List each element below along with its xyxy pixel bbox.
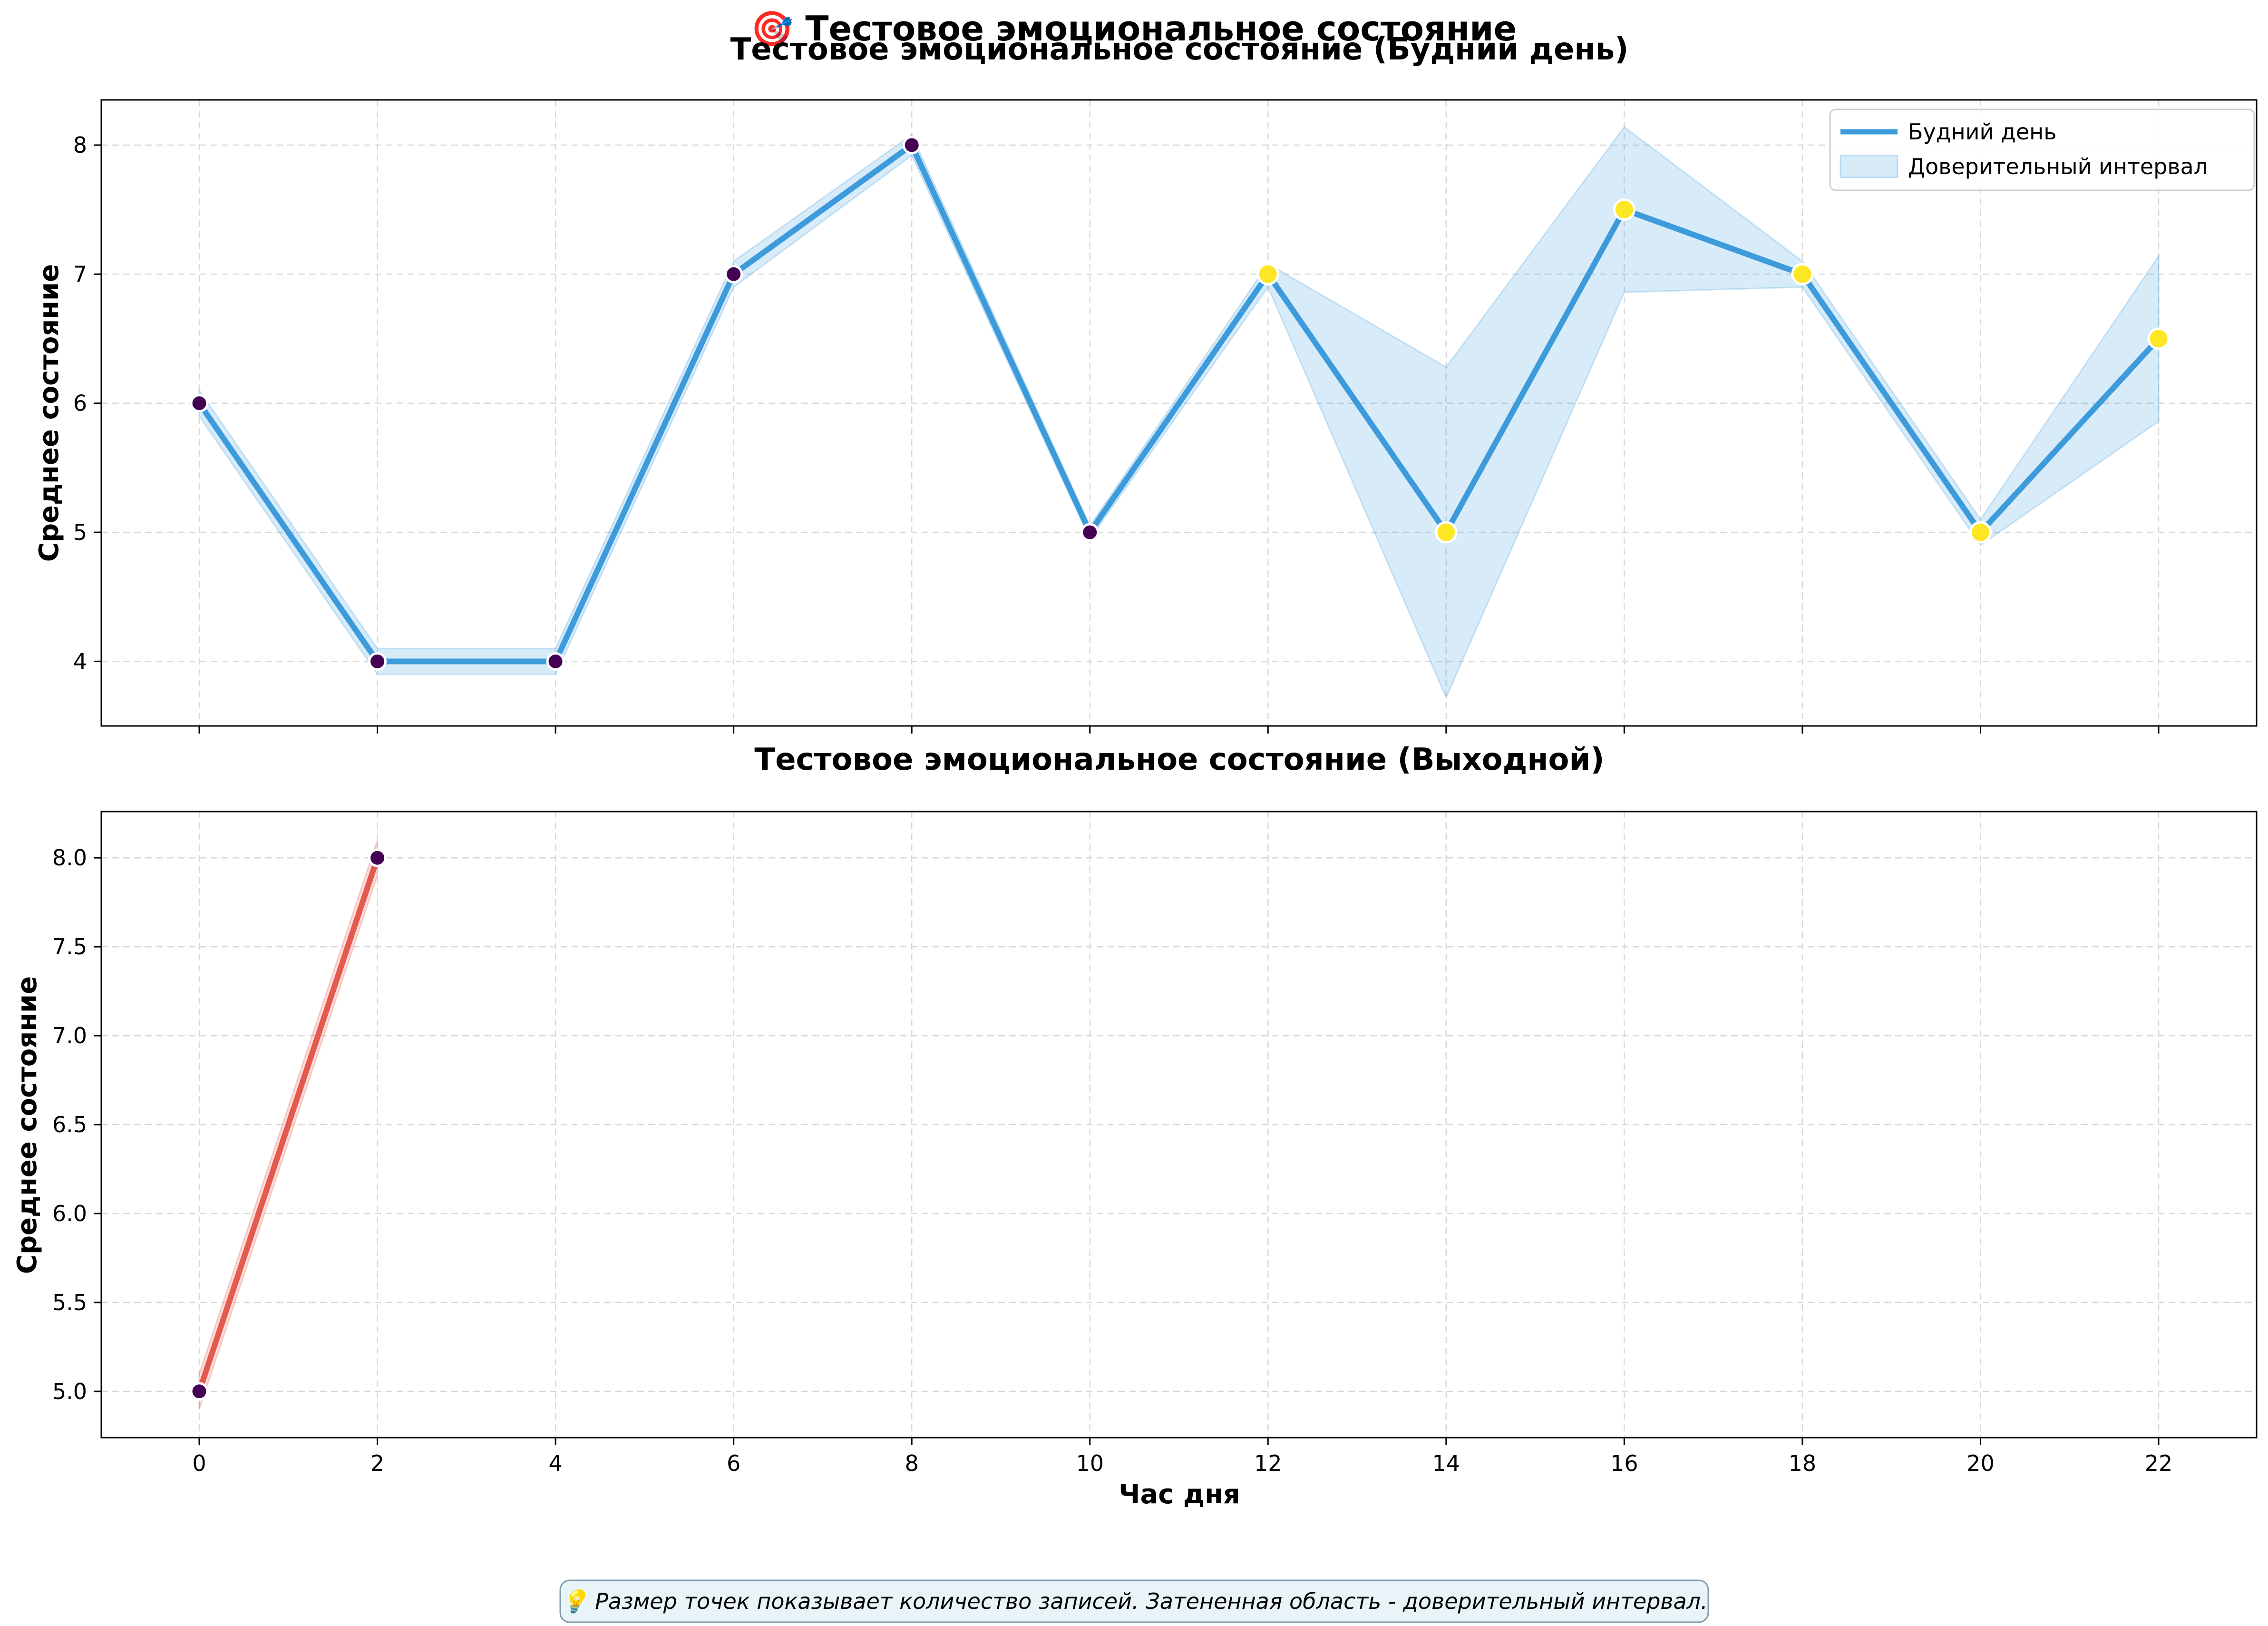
data-point bbox=[2147, 327, 2170, 350]
x-tick-label: 2 bbox=[370, 1450, 384, 1476]
weekday-chart: Тестовое эмоциональное состояние (Будний… bbox=[34, 32, 2258, 734]
data-point bbox=[724, 264, 743, 284]
x-tick-label: 14 bbox=[1432, 1450, 1460, 1476]
footnote-frame bbox=[559, 1579, 1709, 1623]
weekend-chart-title: Тестовое эмоциональное состояние (Выходн… bbox=[754, 742, 1604, 777]
x-tick-label: 4 bbox=[548, 1450, 562, 1476]
y-tick-label: 5 bbox=[73, 519, 87, 545]
x-tick-label: 18 bbox=[1789, 1450, 1817, 1476]
legend-ci-swatch bbox=[1840, 155, 1898, 178]
y-tick-label: 5.0 bbox=[52, 1379, 87, 1404]
data-point bbox=[368, 652, 387, 671]
y-tick-label: 7.5 bbox=[52, 934, 87, 960]
data-point bbox=[368, 848, 387, 867]
y-tick-label: 7 bbox=[73, 261, 87, 287]
figure-suptitle: 🎯 Тестовое эмоциональное состояние bbox=[751, 9, 1517, 49]
data-point bbox=[1969, 521, 1992, 544]
weekend-chart: Тестовое эмоциональное состояние (Выходн… bbox=[12, 742, 2258, 1510]
weekday-legend: Будний день Доверительный интервал bbox=[1829, 108, 2255, 191]
y-tick-label: 8 bbox=[73, 132, 87, 158]
x-tick-label: 16 bbox=[1610, 1450, 1638, 1476]
weekend-grid bbox=[101, 812, 2257, 1438]
footnote-box: 💡 Размер точек показывает количество зап… bbox=[559, 1579, 1709, 1623]
confidence-band bbox=[198, 126, 2160, 700]
weekend-x-axis-label: Час дня bbox=[1119, 1479, 1240, 1510]
x-tick-label: 0 bbox=[192, 1450, 206, 1476]
data-point bbox=[190, 1382, 209, 1401]
x-tick-label: 6 bbox=[727, 1450, 740, 1476]
data-point bbox=[546, 652, 565, 671]
weekday-y-axis-label: Среднее состояние bbox=[34, 264, 65, 562]
legend-entry-weekday: Будний день bbox=[1908, 119, 2056, 145]
data-point bbox=[1791, 263, 1814, 285]
series-line bbox=[196, 142, 2161, 665]
data-point bbox=[1080, 523, 1100, 542]
legend-frame bbox=[1829, 108, 2255, 191]
y-tick-label: 6.5 bbox=[52, 1112, 87, 1137]
data-point bbox=[1613, 198, 1635, 221]
y-tick-label: 7.0 bbox=[52, 1023, 87, 1048]
data-point bbox=[1256, 263, 1279, 285]
y-tick-label: 4 bbox=[73, 648, 87, 674]
x-tick-label: 10 bbox=[1076, 1450, 1104, 1476]
y-tick-label: 6.0 bbox=[52, 1201, 87, 1226]
data-point bbox=[1435, 521, 1458, 544]
x-tick-label: 20 bbox=[1966, 1450, 1995, 1476]
y-tick-label: 8.0 bbox=[52, 845, 87, 871]
y-tick-label: 5.5 bbox=[52, 1290, 87, 1315]
x-tick-label: 22 bbox=[2145, 1450, 2173, 1476]
legend-entry-ci: Доверительный интервал bbox=[1908, 154, 2208, 179]
weekend-y-axis-label: Среднее состояние bbox=[12, 976, 43, 1274]
x-tick-label: 12 bbox=[1254, 1450, 1282, 1476]
weekday-chart-title: Тестовое эмоциональное состояние (Будний… bbox=[730, 32, 1629, 67]
data-point bbox=[190, 394, 209, 413]
x-tick-label: 8 bbox=[905, 1450, 919, 1476]
data-point bbox=[902, 136, 921, 155]
weekend-plot-area bbox=[190, 840, 387, 1410]
y-tick-label: 6 bbox=[73, 391, 87, 416]
series-line bbox=[196, 855, 380, 1394]
footnote-text: 💡 Размер точек показывает количество зап… bbox=[561, 1588, 1707, 1614]
weekday-plot-area bbox=[190, 126, 2170, 700]
weekday-frame bbox=[100, 99, 2258, 727]
